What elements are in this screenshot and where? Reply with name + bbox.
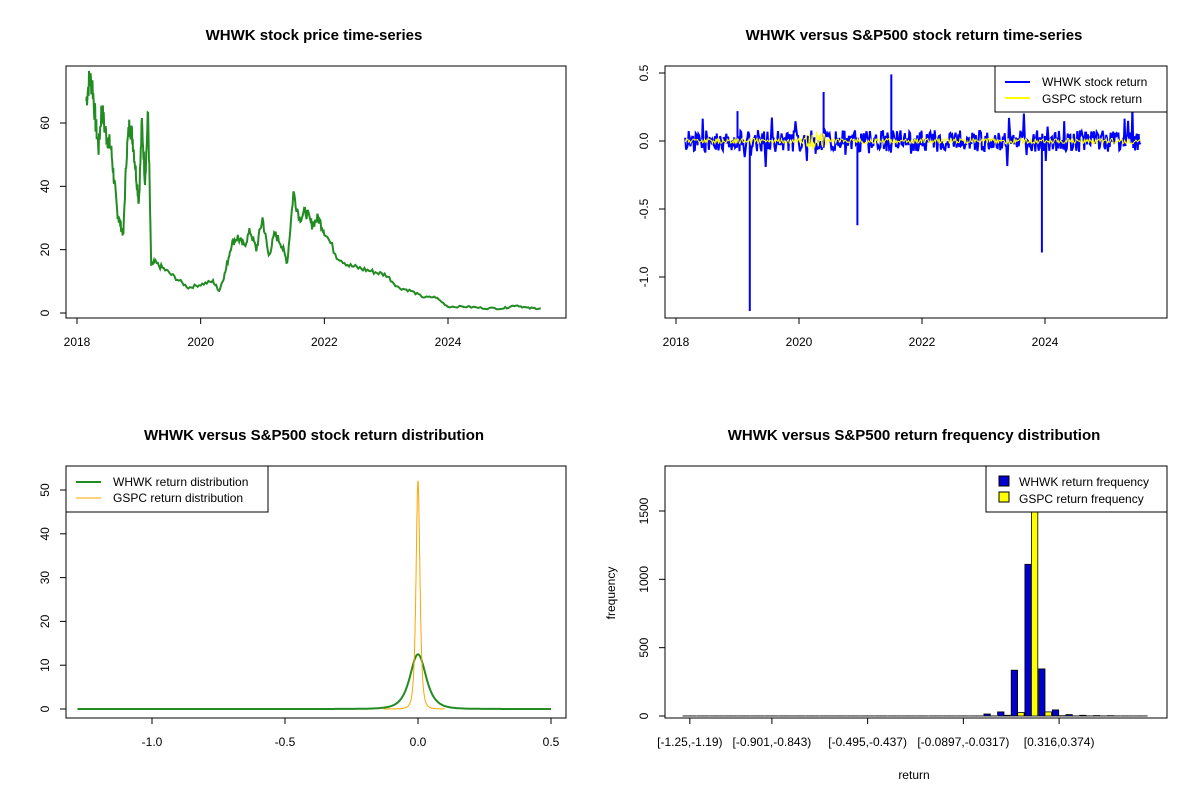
returns-x-tick-label: 2024	[1032, 335, 1059, 349]
density-y-tick-label: 50	[38, 483, 52, 497]
density-layer: -1.0 -0.5 0.0 0.5 0 10 20 30 40 50	[38, 480, 560, 749]
whwk-density-line	[77, 653, 551, 710]
plot-frame-returns	[664, 65, 1168, 319]
legend-density: WHWK return distribution GSPC return dis…	[65, 465, 269, 513]
whwk-frequency-bar	[1010, 669, 1019, 717]
whwk-return-line	[684, 74, 1142, 311]
frequency-x-tick-label: [-0.0897,-0.0317)	[917, 735, 1009, 749]
price-y-tick-label: 0	[38, 309, 52, 316]
plot-frame-price	[65, 65, 567, 319]
returns-y-tick-label: 0.5	[637, 64, 651, 81]
returns-x-tick-label: 2022	[909, 335, 936, 349]
legend-label-whwk-frequency: WHWK return frequency	[1019, 475, 1149, 489]
whwk-frequency-bar	[1024, 563, 1032, 717]
returns-x-tick-label: 2018	[663, 335, 690, 349]
returns-y-tick-label: -1.0	[637, 266, 651, 287]
whwk-frequency-bar	[1051, 709, 1060, 717]
frequency-x-tick-label: [0.316,0.374)	[1024, 735, 1095, 749]
chart-title-returns: WHWK versus S&P500 stock return time-ser…	[746, 27, 1083, 44]
legend-returns: WHWK stock return GSPC stock return	[994, 65, 1168, 113]
price-x-tick-label: 2018	[64, 335, 91, 349]
whwk-frequency-bar	[983, 713, 991, 717]
legend-label-gspc-density: GSPC return distribution	[113, 491, 243, 505]
legend-box-returns	[994, 65, 1168, 113]
gspc-frequency-bar	[1044, 711, 1052, 717]
density-y-tick-label: 30	[38, 571, 52, 585]
legend-label-gspc-return: GSPC stock return	[1042, 92, 1142, 106]
density-y-tick-label: 10	[38, 658, 52, 672]
price-y-tick-label: 40	[38, 179, 52, 193]
price-y-tick-label: 60	[38, 116, 52, 130]
x-axis-label-frequency: return	[898, 768, 929, 782]
legend-frequency: WHWK return frequency GSPC return freque…	[985, 465, 1168, 513]
price-line	[85, 70, 541, 311]
gspc-density-line	[383, 480, 445, 710]
price-x-tick-label: 2022	[311, 335, 338, 349]
legend-box-density	[65, 465, 269, 513]
whwk-frequency-bar	[997, 711, 1005, 717]
price-x-tick-label: 2024	[435, 335, 462, 349]
frequency-y-tick-label: 0	[637, 712, 651, 719]
legend-swatch-whwk-frequency	[998, 475, 1010, 487]
panel-density: WHWK versus S&P500 stock return distribu…	[38, 427, 567, 749]
gspc-frequency-bar	[1031, 476, 1039, 717]
density-y-tick-label: 40	[38, 527, 52, 541]
frequency-layer: [-1.25,-1.19) [-0.901,-0.843) [-0.495,-0.4…	[637, 476, 1148, 749]
whwk-frequency-bar	[1065, 714, 1073, 717]
frequency-y-tick-label: 500	[637, 637, 651, 657]
price-x-tick-label: 2020	[187, 335, 214, 349]
whwk-frequency-bar	[1079, 714, 1087, 717]
chart-title-density: WHWK versus S&P500 stock return distribu…	[144, 427, 484, 444]
price-y-tick-label: 20	[38, 243, 52, 257]
legend-label-gspc-frequency: GSPC return frequency	[1019, 492, 1144, 506]
gspc-frequency-bar	[1017, 712, 1025, 717]
frequency-x-tick-label: [-1.25,-1.19)	[657, 735, 722, 749]
returns-layer: 2018 2020 2022 2024 -1.0 -0.5 0.0 0.5	[637, 64, 1142, 349]
density-x-tick-label: -1.0	[142, 735, 163, 749]
plot-frame-density	[65, 465, 567, 719]
y-axis-label-frequency: frequency	[604, 567, 618, 620]
returns-y-tick-label: 0.0	[637, 132, 651, 149]
whwk-frequency-bar	[1038, 668, 1046, 717]
legend-box-frequency	[985, 465, 1168, 513]
frequency-x-tick-label: [-0.495,-0.437)	[828, 735, 907, 749]
returns-x-tick-label: 2020	[786, 335, 813, 349]
density-y-tick-label: 20	[38, 614, 52, 628]
chart-title-price: WHWK stock price time-series	[206, 27, 423, 44]
gspc-return-line	[684, 131, 1141, 151]
density-x-tick-label: -0.5	[275, 735, 296, 749]
density-y-tick-label: 0	[38, 705, 52, 712]
legend-swatch-gspc-frequency	[998, 491, 1010, 503]
legend-label-whwk-return: WHWK stock return	[1042, 75, 1147, 89]
frequency-x-tick-label: [-0.901,-0.843)	[733, 735, 812, 749]
price-layer: 2018 2020 2022 2024 0 20 40 60	[38, 70, 541, 349]
frequency-y-tick-label: 1000	[637, 566, 651, 593]
gspc-frequency-bar	[1003, 714, 1011, 717]
density-x-tick-label: 0.5	[543, 735, 560, 749]
density-x-tick-label: 0.0	[410, 735, 427, 749]
frequency-y-tick-label: 1500	[637, 497, 651, 524]
panel-returns: WHWK versus S&P500 stock return time-ser…	[637, 27, 1168, 349]
legend-label-whwk-density: WHWK return distribution	[113, 475, 248, 489]
returns-y-tick-label: -0.5	[637, 198, 651, 219]
panel-frequency: WHWK versus S&P500 return frequency dist…	[604, 427, 1168, 782]
plot-frame-frequency	[664, 465, 1168, 719]
chart-title-frequency: WHWK versus S&P500 return frequency dist…	[728, 427, 1101, 444]
panel-price: WHWK stock price time-series 2018 2020 202…	[38, 27, 567, 349]
